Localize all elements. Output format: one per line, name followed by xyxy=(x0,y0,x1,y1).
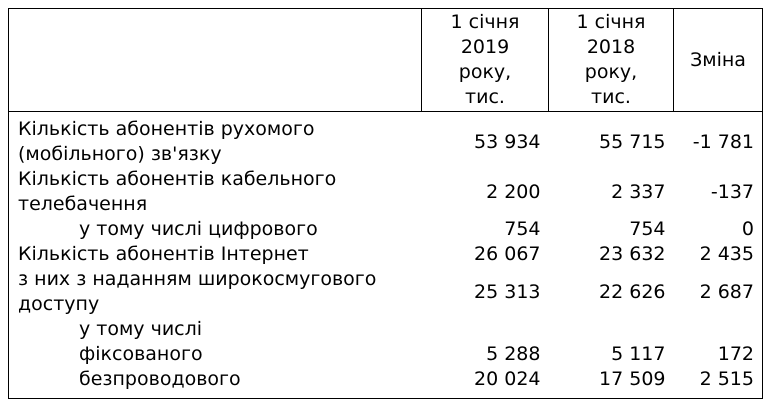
header-text: тис. xyxy=(591,86,631,108)
value-change: -1 781 xyxy=(692,130,754,153)
row-label: Кількість абонентів Інтернет xyxy=(18,243,309,265)
table-row: Кількість абонентів Інтернет 26 067 23 632… xyxy=(9,242,763,267)
row-label: у тому числі xyxy=(79,318,203,340)
table-row: у тому числі xyxy=(9,317,763,342)
header-text: року, xyxy=(458,61,512,83)
value-2019: 53 934 xyxy=(474,130,541,153)
header-text: тис. xyxy=(465,86,505,108)
value-2019: 2 200 xyxy=(486,180,541,203)
value-2018: 23 632 xyxy=(599,243,666,265)
value-change: 0 xyxy=(741,218,754,240)
value-2019: 20 024 xyxy=(474,368,541,390)
row-label: Кількість абонентів кабельного телебачен… xyxy=(18,168,337,215)
row-label: безпроводового xyxy=(79,368,241,390)
value-2018: 754 xyxy=(629,218,666,240)
table-row: з них з наданням широкосмугового доступу… xyxy=(9,267,763,317)
header-row: 1 січня 2019 року, тис. 1 січня 2018 рок… xyxy=(8,8,763,112)
header-change: Зміна xyxy=(673,8,763,112)
header-text: року, xyxy=(584,61,638,83)
table-row: у тому числі цифрового 754 754 0 xyxy=(9,217,763,242)
table-row: Кількість абонентів рухомого (мобільного… xyxy=(9,112,763,168)
value-2018: 22 626 xyxy=(599,280,666,303)
value-change: 2 435 xyxy=(699,243,754,265)
header-2018: 1 січня 2018 року, тис. xyxy=(548,8,674,112)
value-2018: 17 509 xyxy=(599,368,666,390)
row-label: Кількість абонентів рухомого (мобільного… xyxy=(18,118,315,165)
value-2018: 5 117 xyxy=(611,343,666,365)
header-empty xyxy=(8,8,422,112)
table-row: безпроводового 20 024 17 509 2 515 xyxy=(9,367,763,399)
header-text: 2019 xyxy=(460,36,510,58)
value-2019: 754 xyxy=(504,218,541,240)
header-text: 2018 xyxy=(586,36,636,58)
value-2019: 25 313 xyxy=(474,280,541,303)
header-text: 1 січня xyxy=(450,11,520,33)
telecom-subscribers-table: 1 січня 2019 року, тис. 1 січня 2018 рок… xyxy=(8,8,763,399)
value-2018 xyxy=(549,317,674,342)
value-2019: 26 067 xyxy=(474,243,541,265)
value-2019 xyxy=(422,317,549,342)
header-2019: 1 січня 2019 року, тис. xyxy=(421,8,549,112)
value-change xyxy=(674,317,763,342)
value-2018: 2 337 xyxy=(611,180,666,203)
value-change: 2 515 xyxy=(699,368,754,390)
row-label: фіксованого xyxy=(79,343,203,365)
value-2018: 55 715 xyxy=(599,130,666,153)
value-change: 172 xyxy=(717,343,754,365)
table-row: фіксованого 5 288 5 117 172 xyxy=(9,342,763,367)
header-text: 1 січня xyxy=(576,11,646,33)
row-label: з них з наданням широкосмугового доступу xyxy=(18,268,377,315)
value-change: -137 xyxy=(710,180,754,203)
table-row: Кількість абонентів кабельного телебачен… xyxy=(9,167,763,217)
value-change: 2 687 xyxy=(699,280,754,303)
value-2019: 5 288 xyxy=(486,343,541,365)
row-label: у тому числі цифрового xyxy=(79,218,318,240)
